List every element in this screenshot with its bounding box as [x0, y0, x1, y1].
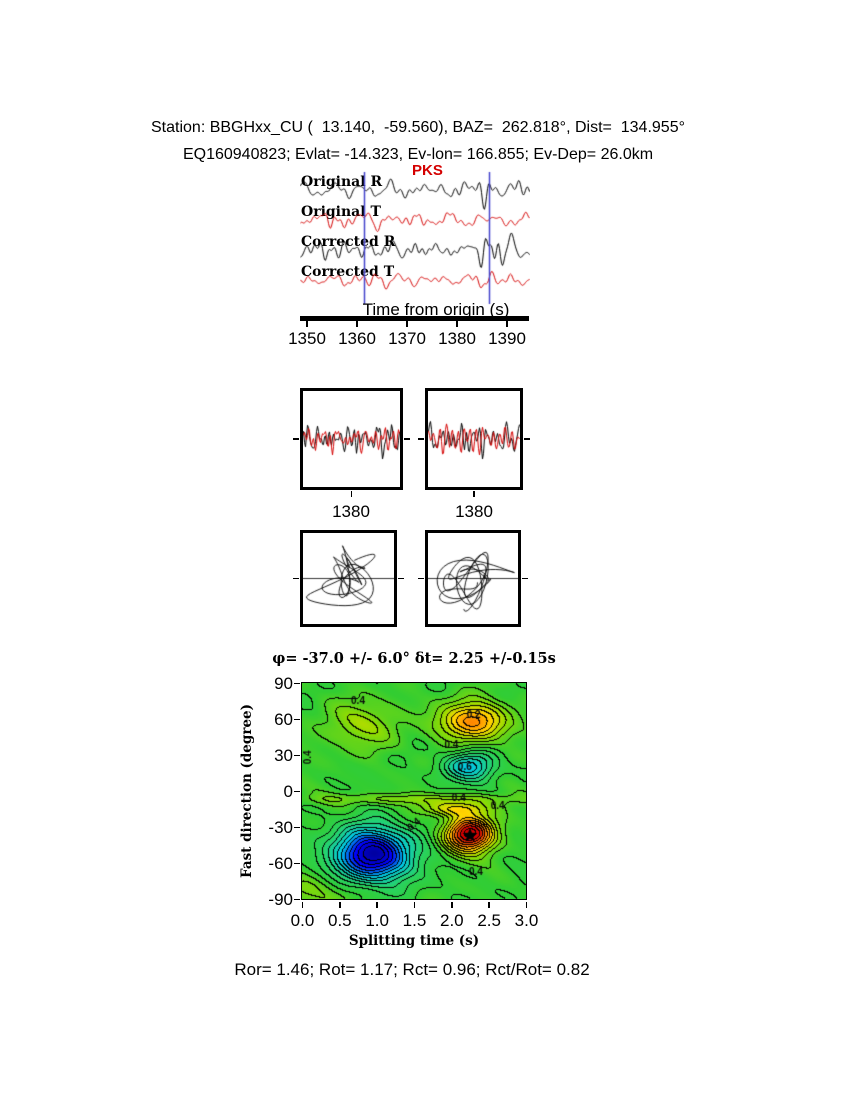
waveform-canvas — [300, 168, 530, 308]
phi-tick-mark — [294, 826, 300, 829]
phi-tick-label: -60 — [268, 853, 293, 873]
phi-tick-label: 0 — [283, 781, 293, 801]
phi-tick-mark — [294, 862, 300, 865]
x-axis-title: Splitting time (s) — [348, 933, 480, 949]
time-tick-label: 1390 — [488, 329, 526, 348]
panel-side-tick — [293, 438, 299, 440]
time-tick-mark — [306, 321, 308, 327]
particle-motion-right-canvas — [428, 533, 518, 624]
phi-tick-label: -90 — [268, 889, 293, 909]
dt-tick-mark — [451, 902, 453, 908]
particle-motion-left-canvas — [303, 533, 394, 624]
phi-tick-label: 30 — [274, 745, 293, 765]
event-info: EQ160940823; Evlat= -14.323, Ev-lon= 166… — [182, 146, 654, 163]
phi-tick-label: -30 — [268, 817, 293, 837]
dt-tick-mark — [376, 902, 378, 908]
quality-factors: Ror= 1.46; Rot= 1.17; Rct= 0.96; Rct/Rot… — [234, 960, 590, 979]
time-tick-label: 1350 — [288, 329, 326, 348]
phi-tick-mark — [294, 790, 300, 793]
dt-tick-label: 2.5 — [477, 911, 501, 930]
dt-tick-label: 0.0 — [290, 911, 315, 930]
dt-tick-label: 2.0 — [440, 911, 464, 930]
time-tick-label: 1380 — [438, 329, 476, 348]
dt-tick-mark — [488, 902, 490, 908]
station-title: Station: BBGHxx_CU ( 13.140, -59.560), B… — [151, 119, 685, 136]
zoom-window-right — [425, 388, 523, 490]
phi-tick-mark — [294, 682, 300, 685]
panel-bottom-tick — [473, 491, 475, 497]
dt-tick-label: 3.0 — [514, 911, 539, 930]
particle-motion-right — [425, 530, 521, 627]
time-tick-mark — [406, 321, 408, 327]
dt-tick-label: 1.5 — [402, 911, 427, 930]
phi-tick-mark — [294, 718, 300, 721]
dt-tick-label: 0.5 — [328, 911, 352, 930]
dt-tick-mark — [413, 902, 416, 908]
phi-tick-mark — [294, 898, 300, 901]
best-fit-title: φ= -37.0 +/- 6.0° δt= 2.25 +/-0.15s — [272, 650, 556, 667]
zoom-right-tick-label: 1380 — [455, 502, 493, 521]
time-tick-label: 1370 — [388, 329, 426, 348]
panel-side-tick — [522, 577, 528, 580]
dt-tick-mark — [301, 902, 304, 908]
dt-tick-mark — [525, 902, 528, 908]
time-tick-label: 1360 — [338, 329, 376, 348]
panel-side-tick — [398, 577, 404, 580]
dt-tick-mark — [339, 902, 341, 908]
time-tick-mark — [506, 321, 508, 327]
time-tick-mark — [456, 321, 458, 327]
phi-tick-mark — [294, 754, 300, 757]
zoom-left-canvas — [303, 391, 400, 487]
dt-tick-label: 1.0 — [365, 911, 389, 930]
panel-bottom-tick — [350, 491, 353, 497]
time-tick-mark — [356, 321, 358, 327]
panel-side-tick — [293, 577, 299, 580]
time-axis-bar — [300, 316, 529, 321]
panel-side-tick — [404, 438, 410, 440]
time-axis-title: Time from origin (s) — [362, 300, 510, 319]
phi-tick-label: 60 — [274, 709, 293, 729]
phi-tick-label: 90 — [274, 673, 293, 693]
panel-side-tick — [418, 438, 424, 440]
panel-side-tick — [524, 438, 530, 440]
particle-motion-left — [300, 530, 397, 627]
error-surface-canvas — [302, 683, 526, 899]
zoom-right-canvas — [428, 391, 520, 487]
error-surface-frame — [301, 682, 527, 900]
zoom-window-left — [300, 388, 403, 490]
zoom-left-tick-label: 1380 — [332, 502, 370, 521]
panel-side-tick — [418, 577, 424, 580]
